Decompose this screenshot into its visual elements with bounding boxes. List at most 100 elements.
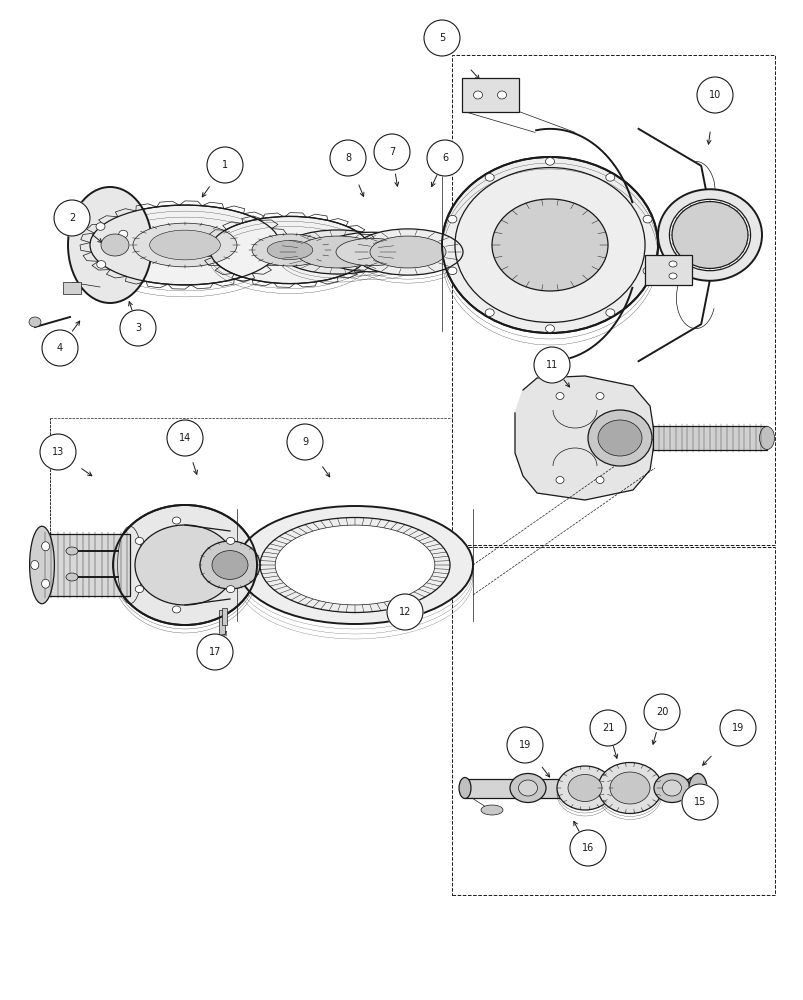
Ellipse shape (484, 309, 494, 316)
Ellipse shape (369, 236, 446, 268)
Ellipse shape (459, 778, 471, 798)
Ellipse shape (668, 261, 676, 267)
Ellipse shape (556, 766, 612, 810)
Text: 7: 7 (389, 147, 394, 157)
Ellipse shape (567, 774, 601, 802)
Text: 2: 2 (69, 213, 75, 223)
Circle shape (40, 434, 76, 470)
Ellipse shape (480, 805, 503, 815)
Text: 9: 9 (302, 437, 308, 447)
Text: 16: 16 (581, 843, 593, 853)
Circle shape (386, 594, 422, 630)
Ellipse shape (544, 158, 554, 165)
Ellipse shape (556, 477, 563, 484)
Circle shape (533, 347, 569, 383)
Bar (464, 778, 691, 798)
Ellipse shape (172, 517, 181, 524)
Ellipse shape (68, 187, 152, 303)
Ellipse shape (90, 205, 279, 285)
Ellipse shape (642, 215, 651, 223)
Text: 8: 8 (344, 153, 351, 163)
Ellipse shape (668, 273, 676, 279)
Ellipse shape (96, 223, 105, 230)
Ellipse shape (509, 774, 545, 802)
Ellipse shape (685, 778, 697, 798)
Ellipse shape (642, 267, 651, 275)
Ellipse shape (31, 560, 39, 570)
Ellipse shape (447, 267, 456, 275)
Ellipse shape (657, 189, 761, 281)
Bar (451, 547, 774, 895)
Ellipse shape (320, 232, 423, 272)
Ellipse shape (595, 477, 603, 484)
Ellipse shape (688, 774, 706, 802)
Text: 19: 19 (518, 740, 531, 750)
Circle shape (42, 330, 78, 366)
Bar (63, 282, 81, 294)
Ellipse shape (30, 526, 55, 604)
Bar (451, 55, 774, 545)
Bar (42, 534, 130, 596)
Ellipse shape (587, 410, 651, 466)
Ellipse shape (96, 261, 106, 268)
Ellipse shape (251, 234, 328, 266)
Circle shape (589, 710, 626, 746)
Ellipse shape (556, 392, 563, 399)
FancyBboxPatch shape (644, 255, 691, 285)
Circle shape (287, 424, 323, 460)
Ellipse shape (518, 780, 537, 796)
Ellipse shape (447, 215, 456, 223)
Ellipse shape (226, 586, 234, 593)
Ellipse shape (237, 506, 472, 624)
Ellipse shape (669, 199, 750, 271)
Ellipse shape (267, 240, 312, 260)
Circle shape (569, 830, 605, 866)
Bar (652, 426, 766, 450)
Ellipse shape (353, 229, 463, 275)
Circle shape (719, 710, 755, 746)
Circle shape (197, 634, 233, 670)
Ellipse shape (662, 780, 681, 796)
Ellipse shape (210, 216, 369, 284)
Ellipse shape (135, 586, 144, 593)
Text: 20: 20 (655, 707, 667, 717)
Ellipse shape (544, 325, 554, 332)
Circle shape (696, 77, 732, 113)
Ellipse shape (759, 426, 773, 450)
Ellipse shape (609, 772, 649, 804)
Ellipse shape (605, 309, 614, 316)
Circle shape (643, 694, 679, 730)
Text: 10: 10 (708, 90, 720, 100)
Ellipse shape (595, 392, 603, 399)
Text: 14: 14 (178, 433, 191, 443)
Ellipse shape (473, 91, 482, 99)
Ellipse shape (113, 505, 257, 625)
Circle shape (507, 727, 542, 763)
Ellipse shape (605, 174, 614, 181)
Circle shape (120, 310, 156, 346)
Ellipse shape (484, 174, 494, 181)
Ellipse shape (442, 157, 657, 333)
Ellipse shape (132, 223, 237, 267)
Circle shape (54, 200, 90, 236)
Text: 4: 4 (57, 343, 63, 353)
Text: 15: 15 (693, 797, 705, 807)
Ellipse shape (491, 199, 607, 291)
Ellipse shape (42, 579, 50, 588)
Ellipse shape (336, 238, 407, 266)
Bar (219, 610, 225, 634)
Circle shape (329, 140, 365, 176)
Text: 17: 17 (209, 647, 221, 657)
Ellipse shape (66, 573, 78, 581)
Circle shape (167, 420, 202, 456)
Text: 19: 19 (731, 723, 744, 733)
Text: 1: 1 (222, 160, 228, 170)
Text: 6: 6 (442, 153, 447, 163)
Circle shape (681, 784, 717, 820)
Ellipse shape (597, 420, 642, 456)
Ellipse shape (101, 234, 128, 256)
Ellipse shape (135, 537, 144, 544)
Bar (222, 607, 226, 624)
Text: 3: 3 (135, 323, 141, 333)
FancyBboxPatch shape (461, 78, 518, 112)
